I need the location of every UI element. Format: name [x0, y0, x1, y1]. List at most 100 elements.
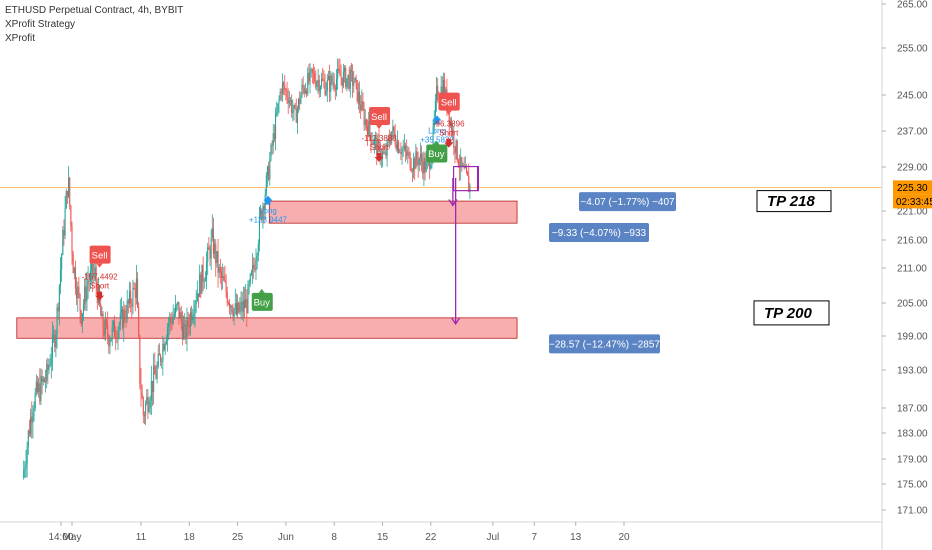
candle-body [379, 143, 381, 160]
candle-body [201, 264, 203, 294]
candle-body [403, 145, 405, 149]
candle-body [187, 317, 189, 326]
measure-label-box-2[interactable] [549, 334, 660, 354]
time-tick-label-8: 22 [425, 532, 437, 543]
tp-box-1[interactable] [753, 300, 830, 326]
candle-body [134, 288, 136, 298]
candle-body [291, 100, 293, 113]
candle-body [243, 300, 246, 309]
candle-body [207, 247, 209, 262]
candle-body [248, 283, 250, 285]
candle-body [362, 101, 364, 109]
candle-body [356, 80, 358, 102]
candle-body [220, 271, 223, 279]
candle-body [387, 139, 389, 141]
candle-body [422, 161, 424, 174]
candle-body [325, 90, 327, 95]
purple-range-box[interactable] [452, 165, 480, 192]
candle-body [237, 302, 239, 314]
candle-body [33, 408, 35, 413]
candle-body [460, 157, 462, 168]
candle-body [124, 309, 126, 319]
candle-body [80, 310, 82, 325]
candle-body [66, 191, 68, 197]
candle-body [53, 334, 55, 336]
candle-body [296, 109, 298, 123]
candle-body [212, 227, 214, 254]
candle-body [162, 343, 164, 362]
candle-body [100, 304, 102, 317]
candle-body [273, 133, 275, 140]
signal-value: -96.3896 [433, 120, 465, 129]
candle-body [189, 312, 191, 328]
candle-body [334, 87, 336, 90]
candle-body [158, 353, 160, 356]
candle-body [234, 303, 236, 309]
time-tick-label-0: 14:00 [48, 532, 73, 543]
candle-body [40, 375, 42, 401]
candle-body [326, 79, 328, 91]
candle-body [369, 121, 371, 134]
candle-body [131, 304, 133, 307]
candle-body [50, 358, 52, 365]
price-axis[interactable]: 265.00 255.00 245.00 237.00 229.00 221.00 216.… [881, 0, 932, 550]
measure-label-box-1[interactable] [549, 222, 649, 242]
candle-body [415, 151, 417, 169]
candle-body [85, 286, 87, 302]
candle-body [224, 280, 226, 282]
candle-body [43, 378, 45, 382]
candle-body [353, 82, 355, 86]
candle-body [235, 303, 237, 314]
candle-body [114, 321, 116, 337]
candle-body [465, 166, 467, 172]
candle-body [38, 383, 40, 392]
candle-body [390, 142, 392, 144]
candle-body [216, 251, 218, 264]
candle-body [188, 325, 190, 328]
candle-body [421, 153, 423, 162]
candle-body [249, 274, 251, 284]
candle-body [401, 148, 403, 154]
candle-body [119, 312, 121, 326]
support-zone-0[interactable] [268, 200, 518, 224]
candle-body [266, 166, 269, 176]
candle-body [172, 316, 174, 324]
candle-body [410, 168, 412, 171]
candle-body [32, 412, 34, 423]
candle-body [455, 140, 457, 153]
candle-body [128, 290, 131, 304]
candle-body [331, 75, 333, 83]
candle-body [392, 126, 394, 132]
candle-body [151, 380, 154, 393]
candle-body [352, 71, 354, 86]
candle-body [252, 264, 254, 272]
tp-label-0: TP 218 [767, 193, 815, 210]
tp-box-0[interactable] [756, 190, 832, 213]
measure-label-0: −4.07 (−1.77%) −407 [580, 197, 675, 208]
measure-labels[interactable]: −4.07 (−1.77%) −407 −9.33 (−4.07%) −933 −2… [549, 192, 676, 354]
candle-body [309, 69, 311, 82]
candle-body [260, 209, 262, 216]
sell-pointer [376, 125, 383, 130]
candle-body [54, 334, 56, 348]
candle-body [269, 159, 271, 180]
candle-body [31, 416, 33, 423]
candle-body [292, 110, 294, 113]
candle-body [257, 243, 259, 256]
support-zone-1[interactable] [16, 317, 518, 339]
sell-marker [369, 107, 391, 126]
candle-body [275, 114, 277, 140]
indicator-xprofit[interactable]: XProfit [5, 33, 36, 44]
symbol-title[interactable]: ETHUSD Perpetual Contract, 4h, BYBIT [5, 5, 184, 16]
time-tick-label-10: 7 [532, 532, 538, 543]
candle-body [452, 130, 454, 133]
measure-label-box-0[interactable] [579, 192, 676, 212]
candle-body [103, 329, 105, 336]
candle-body [108, 336, 110, 347]
indicator-xprofit-strategy[interactable]: XProfit Strategy [5, 19, 76, 30]
candle-body [402, 148, 404, 150]
buy-marker [426, 144, 448, 163]
